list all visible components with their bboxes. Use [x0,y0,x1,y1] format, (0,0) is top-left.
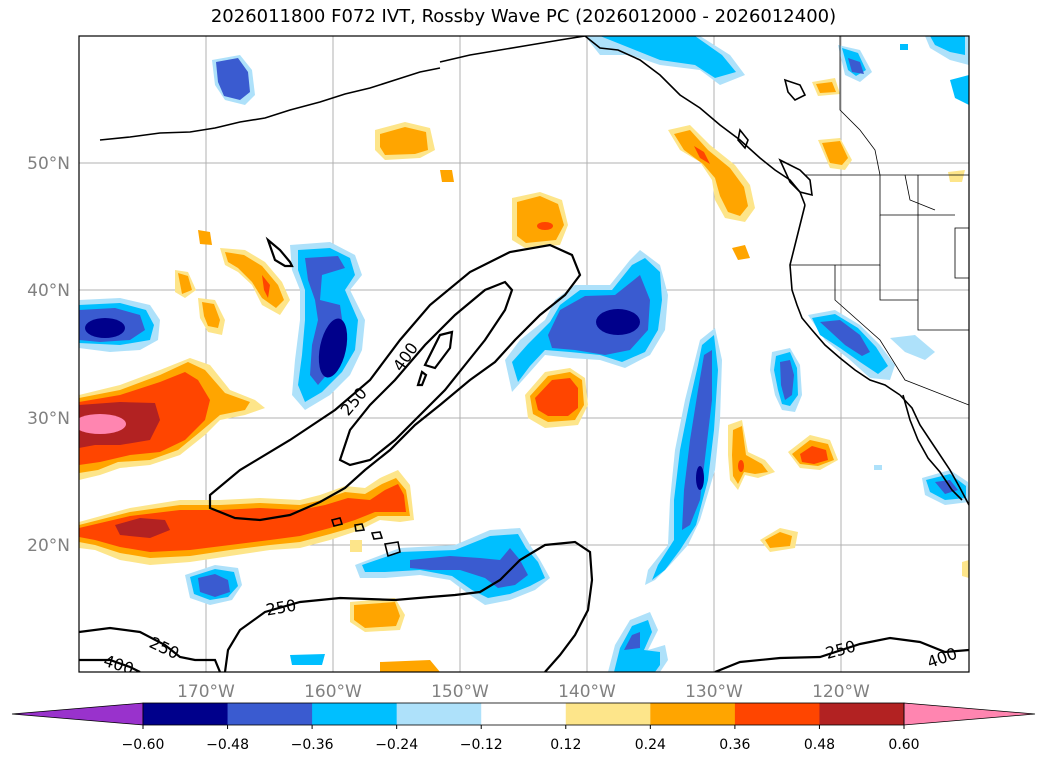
colorbar-tick-label: 0.12 [550,737,581,753]
lon-label-170w: 170°W [177,682,235,702]
colorbar-extend-max [903,702,1036,726]
map-panel: 400 250 250 250 400 250 400 [79,36,969,672]
map-title: 2026011800 F072 IVT, Rossby Wave PC (202… [210,6,837,27]
colorbar-tick-label: −0.60 [122,737,165,753]
colorbar-segment [734,703,820,725]
colorbar-tick-label: 0.24 [635,737,666,753]
colorbar: −0.60 −0.48 −0.36 −0.24 −0.12 0.12 0.24 0.36 0.4… [11,702,1036,753]
colorbar-tick-label: −0.36 [291,737,334,753]
colorbar-tick-label: 0.48 [804,737,835,753]
colorbar-outline [142,702,905,726]
lon-label-120w: 120°W [812,682,870,702]
colorbar-tick-label: −0.48 [206,737,249,753]
lat-label-30n: 30°N [27,409,70,429]
colorbar-tick-label: −0.12 [460,737,503,753]
lon-label-150w: 150°W [431,682,489,702]
map-border [78,35,970,673]
colorbar-segment [650,703,736,725]
negative-ivt-regions [79,36,969,672]
colorbar-extend-min [11,702,144,726]
coastlines [99,36,969,558]
lon-label-140w: 140°W [558,682,616,702]
longitude-labels: 170°W 160°W 150°W 140°W 130°W 120°W [177,682,870,702]
political-boundaries [790,36,969,406]
colorbar-segment [819,703,905,725]
latitude-labels: 50°N 40°N 30°N 20°N [27,154,70,556]
colorbar-segment [312,703,398,725]
colorbar-segment [565,703,651,725]
lat-label-50n: 50°N [27,154,70,174]
lon-label-130w: 130°W [685,682,743,702]
lat-label-40n: 40°N [27,281,70,301]
lon-label-160w: 160°W [304,682,362,702]
colorbar-tick-label: 0.60 [888,737,919,753]
colorbar-tick-label: 0.36 [719,737,750,753]
ivt-contours [79,236,969,672]
colorbar-segment [227,703,313,725]
colorbar-segment [143,703,229,725]
colorbar-tick-label: −0.24 [375,737,418,753]
colorbar-segment [396,703,482,725]
colorbar-segment [481,703,567,725]
lat-label-20n: 20°N [27,536,70,556]
